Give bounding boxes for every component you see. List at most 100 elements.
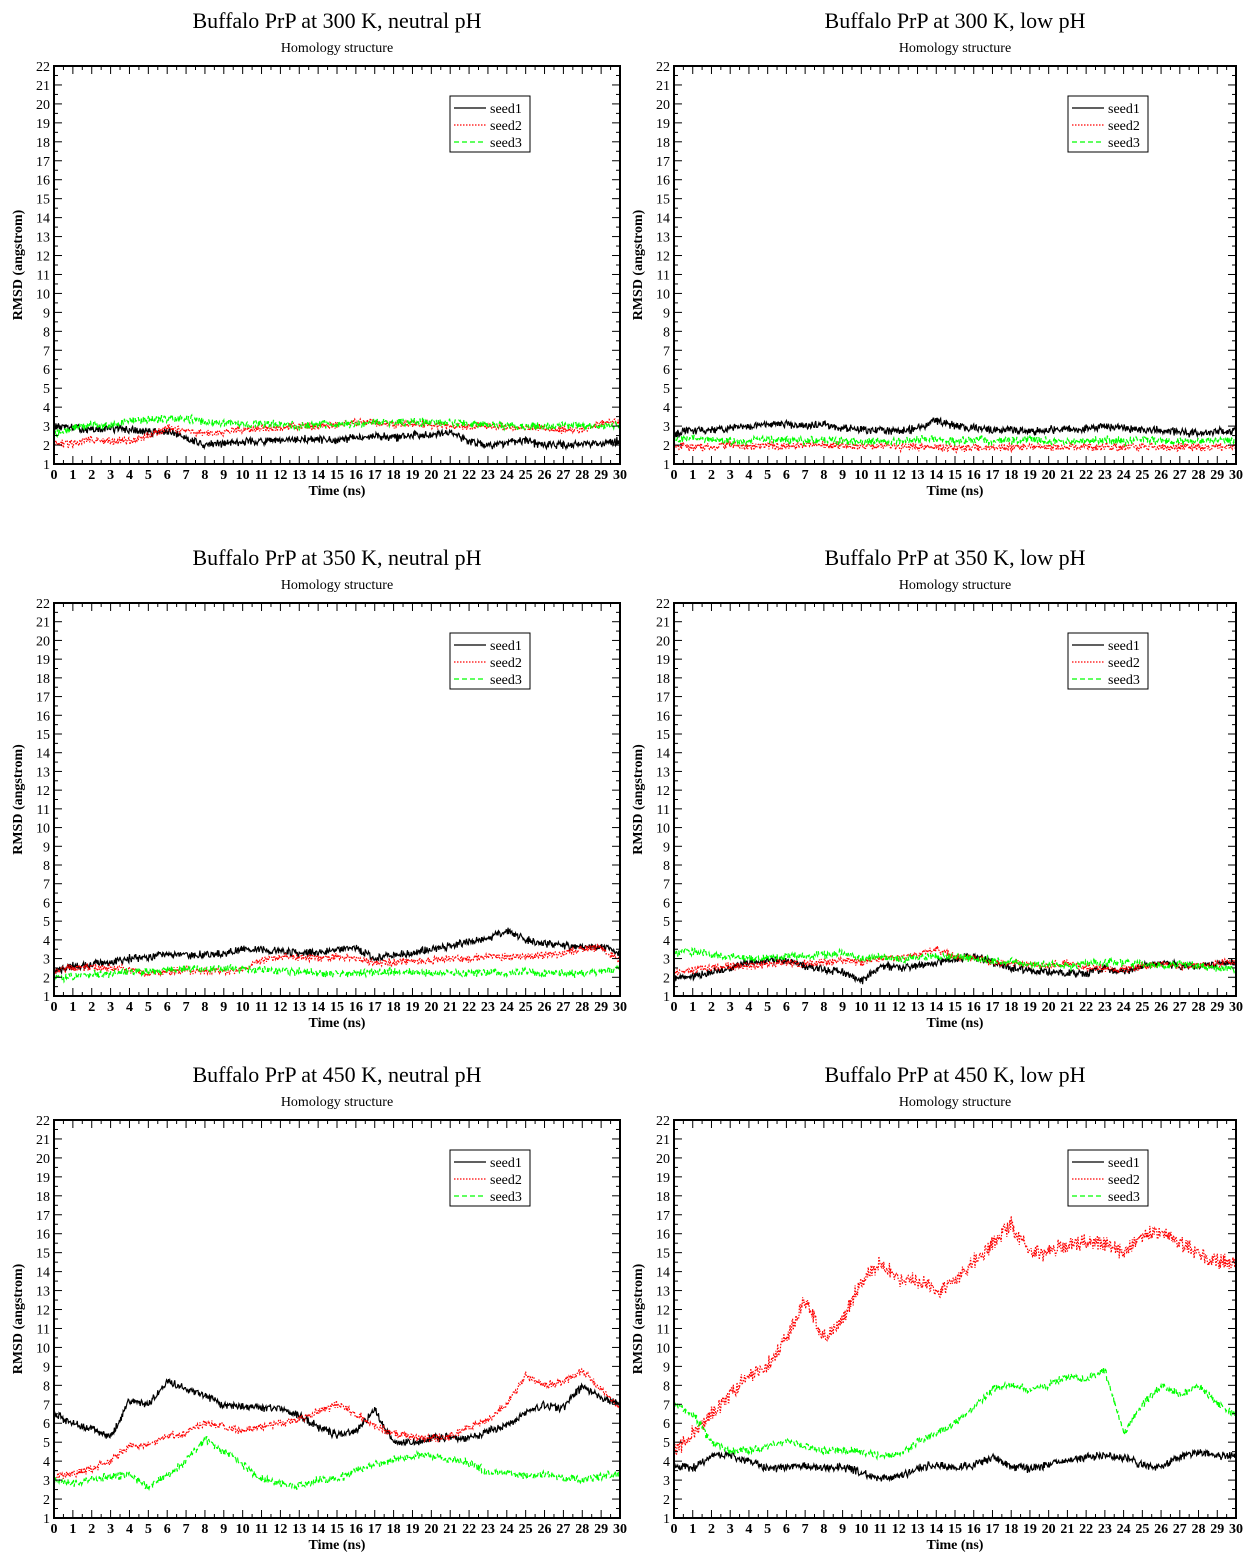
- x-tick-label: 29: [594, 468, 608, 483]
- x-tick-label: 15: [948, 1522, 962, 1537]
- chart-panel-5: Buffalo PrP at 450 K, neutral pH Homology…: [11, 1062, 627, 1553]
- y-tick-label: 10: [36, 822, 50, 837]
- series-line-seed3: [54, 964, 620, 984]
- x-tick-label: 19: [405, 468, 419, 483]
- chart-title: Buffalo PrP at 350 K, low pH: [825, 545, 1086, 570]
- series-line-seed3: [674, 946, 1236, 975]
- y-tick-label: 22: [36, 1114, 50, 1129]
- y-tick-label: 2: [43, 439, 50, 454]
- chart-panel-4: Buffalo PrP at 350 K, low pH Homology str…: [631, 545, 1243, 1031]
- x-tick-label: 3: [727, 1522, 734, 1537]
- x-tick-label: 15: [330, 468, 344, 483]
- x-tick-label: 0: [51, 468, 58, 483]
- x-tick-label: 27: [1173, 468, 1187, 483]
- y-tick-label: 1: [663, 458, 670, 473]
- x-tick-label: 0: [51, 1522, 58, 1537]
- series-line-seed1: [54, 422, 620, 451]
- y-tick-label: 10: [656, 287, 670, 302]
- x-tick-label: 28: [575, 1000, 589, 1015]
- y-tick-label: 18: [656, 136, 670, 151]
- x-tick-label: 0: [671, 468, 678, 483]
- plot-frame: [673, 602, 1237, 997]
- y-tick-label: 12: [36, 250, 50, 265]
- x-tick-label: 17: [985, 1000, 999, 1015]
- y-tick-label: 19: [656, 653, 670, 668]
- x-tick-label: 20: [424, 1000, 438, 1015]
- x-tick-label: 11: [873, 1522, 886, 1537]
- x-tick-label: 13: [292, 1522, 306, 1537]
- x-tick-label: 11: [873, 468, 886, 483]
- legend-label-seed1: seed1: [490, 639, 522, 654]
- series-line-seed2: [674, 1215, 1236, 1456]
- y-tick-label: 10: [656, 822, 670, 837]
- x-tick-label: 8: [201, 468, 208, 483]
- x-tick-label: 19: [1023, 468, 1037, 483]
- chart-subtitle: Homology structure: [899, 578, 1011, 593]
- plot-frame: [53, 65, 621, 465]
- x-tick-label: 27: [556, 1000, 570, 1015]
- x-tick-label: 4: [126, 1000, 133, 1015]
- y-tick-label: 8: [43, 859, 50, 874]
- y-axis-label: RMSD (angstrom): [11, 209, 26, 320]
- y-tick-label: 11: [657, 803, 670, 818]
- x-tick-label: 5: [764, 1000, 771, 1015]
- x-tick-label: 14: [311, 1522, 325, 1537]
- x-tick-label: 6: [164, 1000, 171, 1015]
- x-tick-label: 20: [1042, 468, 1056, 483]
- y-tick-label: 4: [43, 1455, 50, 1470]
- series-group: [674, 1215, 1236, 1483]
- x-tick-label: 30: [1229, 468, 1243, 483]
- legend: seed1 seed2 seed3: [449, 95, 531, 153]
- x-tick-label: 23: [1098, 1522, 1112, 1537]
- legend-label-seed3: seed3: [490, 1190, 522, 1205]
- y-axis-label: RMSD (angstrom): [631, 1263, 646, 1374]
- x-tick-label: 9: [839, 1522, 846, 1537]
- x-tick-label: 30: [1229, 1000, 1243, 1015]
- x-tick-label: 19: [1023, 1522, 1037, 1537]
- x-tick-label: 2: [88, 468, 95, 483]
- y-tick-label: 6: [43, 363, 50, 378]
- legend-label-seed2: seed2: [1108, 656, 1140, 671]
- x-tick-label: 20: [424, 468, 438, 483]
- y-tick-label: 13: [656, 231, 670, 246]
- x-tick-label: 13: [911, 1522, 925, 1537]
- y-tick-label: 11: [37, 803, 50, 818]
- x-tick-label: 24: [500, 1000, 514, 1015]
- x-tick-label: 9: [220, 468, 227, 483]
- y-tick-label: 20: [656, 98, 670, 113]
- legend: seed1 seed2 seed3: [1067, 95, 1149, 153]
- y-tick-label: 11: [657, 268, 670, 283]
- x-tick-label: 16: [967, 1522, 981, 1537]
- x-tick-label: 6: [783, 1000, 790, 1015]
- x-tick-label: 30: [613, 1522, 627, 1537]
- x-tick-label: 17: [368, 1000, 382, 1015]
- x-tick-label: 9: [839, 1000, 846, 1015]
- x-tick-label: 15: [330, 1522, 344, 1537]
- x-tick-label: 18: [387, 468, 401, 483]
- chart-panel-6: Buffalo PrP at 450 K, low pH Homology str…: [631, 1062, 1243, 1553]
- x-tick-label: 25: [519, 468, 533, 483]
- x-tick-label: 12: [273, 1522, 287, 1537]
- y-tick-label: 5: [43, 1436, 50, 1451]
- series-line-seed3: [674, 433, 1236, 448]
- y-tick-label: 15: [656, 1247, 670, 1262]
- x-tick-label: 23: [481, 1000, 495, 1015]
- x-tick-label: 15: [948, 468, 962, 483]
- x-tick-label: 7: [183, 1000, 190, 1015]
- y-tick-label: 8: [663, 1379, 670, 1394]
- x-tick-label: 14: [929, 1522, 943, 1537]
- x-tick-label: 21: [1060, 1000, 1074, 1015]
- legend-label-seed1: seed1: [1108, 1156, 1140, 1171]
- y-tick-label: 20: [36, 634, 50, 649]
- x-tick-label: 9: [839, 468, 846, 483]
- x-tick-label: 5: [145, 1000, 152, 1015]
- x-tick-label: 13: [911, 468, 925, 483]
- x-tick-label: 2: [88, 1522, 95, 1537]
- y-tick-label: 19: [36, 1171, 50, 1186]
- x-tick-label: 8: [820, 1522, 827, 1537]
- legend: seed1 seed2 seed3: [449, 1149, 531, 1207]
- x-tick-label: 14: [311, 468, 325, 483]
- y-tick-label: 22: [656, 597, 670, 612]
- y-tick-label: 9: [43, 840, 50, 855]
- chart-panel-1: Buffalo PrP at 300 K, neutral pH Homology…: [11, 8, 627, 499]
